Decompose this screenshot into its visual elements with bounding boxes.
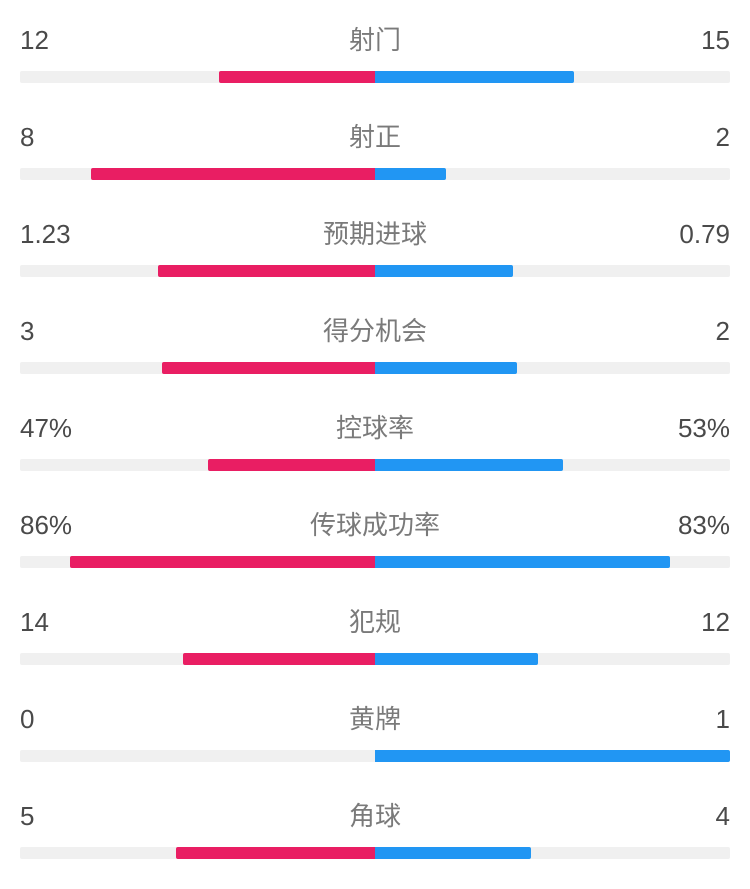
- stat-bar-right-half: [375, 168, 730, 180]
- stat-bar-right-fill: [375, 362, 517, 374]
- stat-bar-left-fill: [183, 653, 375, 665]
- stat-bar-left-fill: [158, 265, 375, 277]
- stat-left-value: 5: [20, 801, 100, 832]
- stat-bar-right-half: [375, 653, 730, 665]
- match-stats-container: 12射门158射正21.23预期进球0.793得分机会247%控球率53%86%…: [20, 20, 730, 859]
- stat-left-value: 0: [20, 704, 100, 735]
- stat-label: 角球: [100, 796, 650, 833]
- stat-header: 8射正2: [20, 117, 730, 154]
- stat-right-value: 1: [650, 704, 730, 735]
- stat-row: 3得分机会2: [20, 311, 730, 374]
- stat-left-value: 14: [20, 607, 100, 638]
- stat-bar-track: [20, 168, 730, 180]
- stat-right-value: 4: [650, 801, 730, 832]
- stat-left-value: 8: [20, 122, 100, 153]
- stat-bar-track: [20, 459, 730, 471]
- stat-header: 86%传球成功率83%: [20, 505, 730, 542]
- stat-bar-right-fill: [375, 459, 563, 471]
- stat-bar-track: [20, 750, 730, 762]
- stat-right-value: 15: [650, 25, 730, 56]
- stat-bar-left-half: [20, 362, 375, 374]
- stat-right-value: 2: [650, 316, 730, 347]
- stat-header: 1.23预期进球0.79: [20, 214, 730, 251]
- stat-label: 控球率: [100, 408, 650, 445]
- stat-label: 射门: [100, 20, 650, 57]
- stat-right-value: 53%: [650, 413, 730, 444]
- stat-bar-right-fill: [375, 653, 538, 665]
- stat-label: 传球成功率: [100, 505, 650, 542]
- stat-bar-track: [20, 653, 730, 665]
- stat-header: 0黄牌1: [20, 699, 730, 736]
- stat-right-value: 83%: [650, 510, 730, 541]
- stat-bar-track: [20, 362, 730, 374]
- stat-bar-left-half: [20, 168, 375, 180]
- stat-header: 14犯规12: [20, 602, 730, 639]
- stat-label: 犯规: [100, 602, 650, 639]
- stat-left-value: 47%: [20, 413, 100, 444]
- stat-left-value: 12: [20, 25, 100, 56]
- stat-left-value: 1.23: [20, 219, 100, 250]
- stat-bar-right-half: [375, 362, 730, 374]
- stat-bar-right-fill: [375, 265, 513, 277]
- stat-row: 86%传球成功率83%: [20, 505, 730, 568]
- stat-right-value: 12: [650, 607, 730, 638]
- stat-row: 0黄牌1: [20, 699, 730, 762]
- stat-bar-right-fill: [375, 168, 446, 180]
- stat-left-value: 86%: [20, 510, 100, 541]
- stat-header: 3得分机会2: [20, 311, 730, 348]
- stat-bar-right-half: [375, 71, 730, 83]
- stat-bar-track: [20, 556, 730, 568]
- stat-row: 47%控球率53%: [20, 408, 730, 471]
- stat-bar-left-fill: [70, 556, 375, 568]
- stat-row: 8射正2: [20, 117, 730, 180]
- stat-left-value: 3: [20, 316, 100, 347]
- stat-bar-left-fill: [91, 168, 375, 180]
- stat-bar-left-fill: [219, 71, 375, 83]
- stat-bar-left-fill: [208, 459, 375, 471]
- stat-header: 5角球4: [20, 796, 730, 833]
- stat-row: 1.23预期进球0.79: [20, 214, 730, 277]
- stat-label: 得分机会: [100, 311, 650, 348]
- stat-bar-right-half: [375, 459, 730, 471]
- stat-bar-right-half: [375, 750, 730, 762]
- stat-header: 47%控球率53%: [20, 408, 730, 445]
- stat-bar-right-half: [375, 265, 730, 277]
- stat-bar-left-half: [20, 556, 375, 568]
- stat-row: 12射门15: [20, 20, 730, 83]
- stat-row: 5角球4: [20, 796, 730, 859]
- stat-right-value: 2: [650, 122, 730, 153]
- stat-bar-left-half: [20, 653, 375, 665]
- stat-label: 预期进球: [100, 214, 650, 251]
- stat-bar-left-half: [20, 265, 375, 277]
- stat-label: 黄牌: [100, 699, 650, 736]
- stat-bar-right-half: [375, 556, 730, 568]
- stat-bar-right-fill: [375, 71, 574, 83]
- stat-header: 12射门15: [20, 20, 730, 57]
- stat-bar-track: [20, 265, 730, 277]
- stat-right-value: 0.79: [650, 219, 730, 250]
- stat-label: 射正: [100, 117, 650, 154]
- stat-bar-track: [20, 71, 730, 83]
- stat-bar-right-fill: [375, 556, 670, 568]
- stat-bar-right-fill: [375, 750, 730, 762]
- stat-bar-left-half: [20, 459, 375, 471]
- stat-bar-left-half: [20, 71, 375, 83]
- stat-bar-left-fill: [162, 362, 375, 374]
- stat-row: 14犯规12: [20, 602, 730, 665]
- stat-bar-left-half: [20, 750, 375, 762]
